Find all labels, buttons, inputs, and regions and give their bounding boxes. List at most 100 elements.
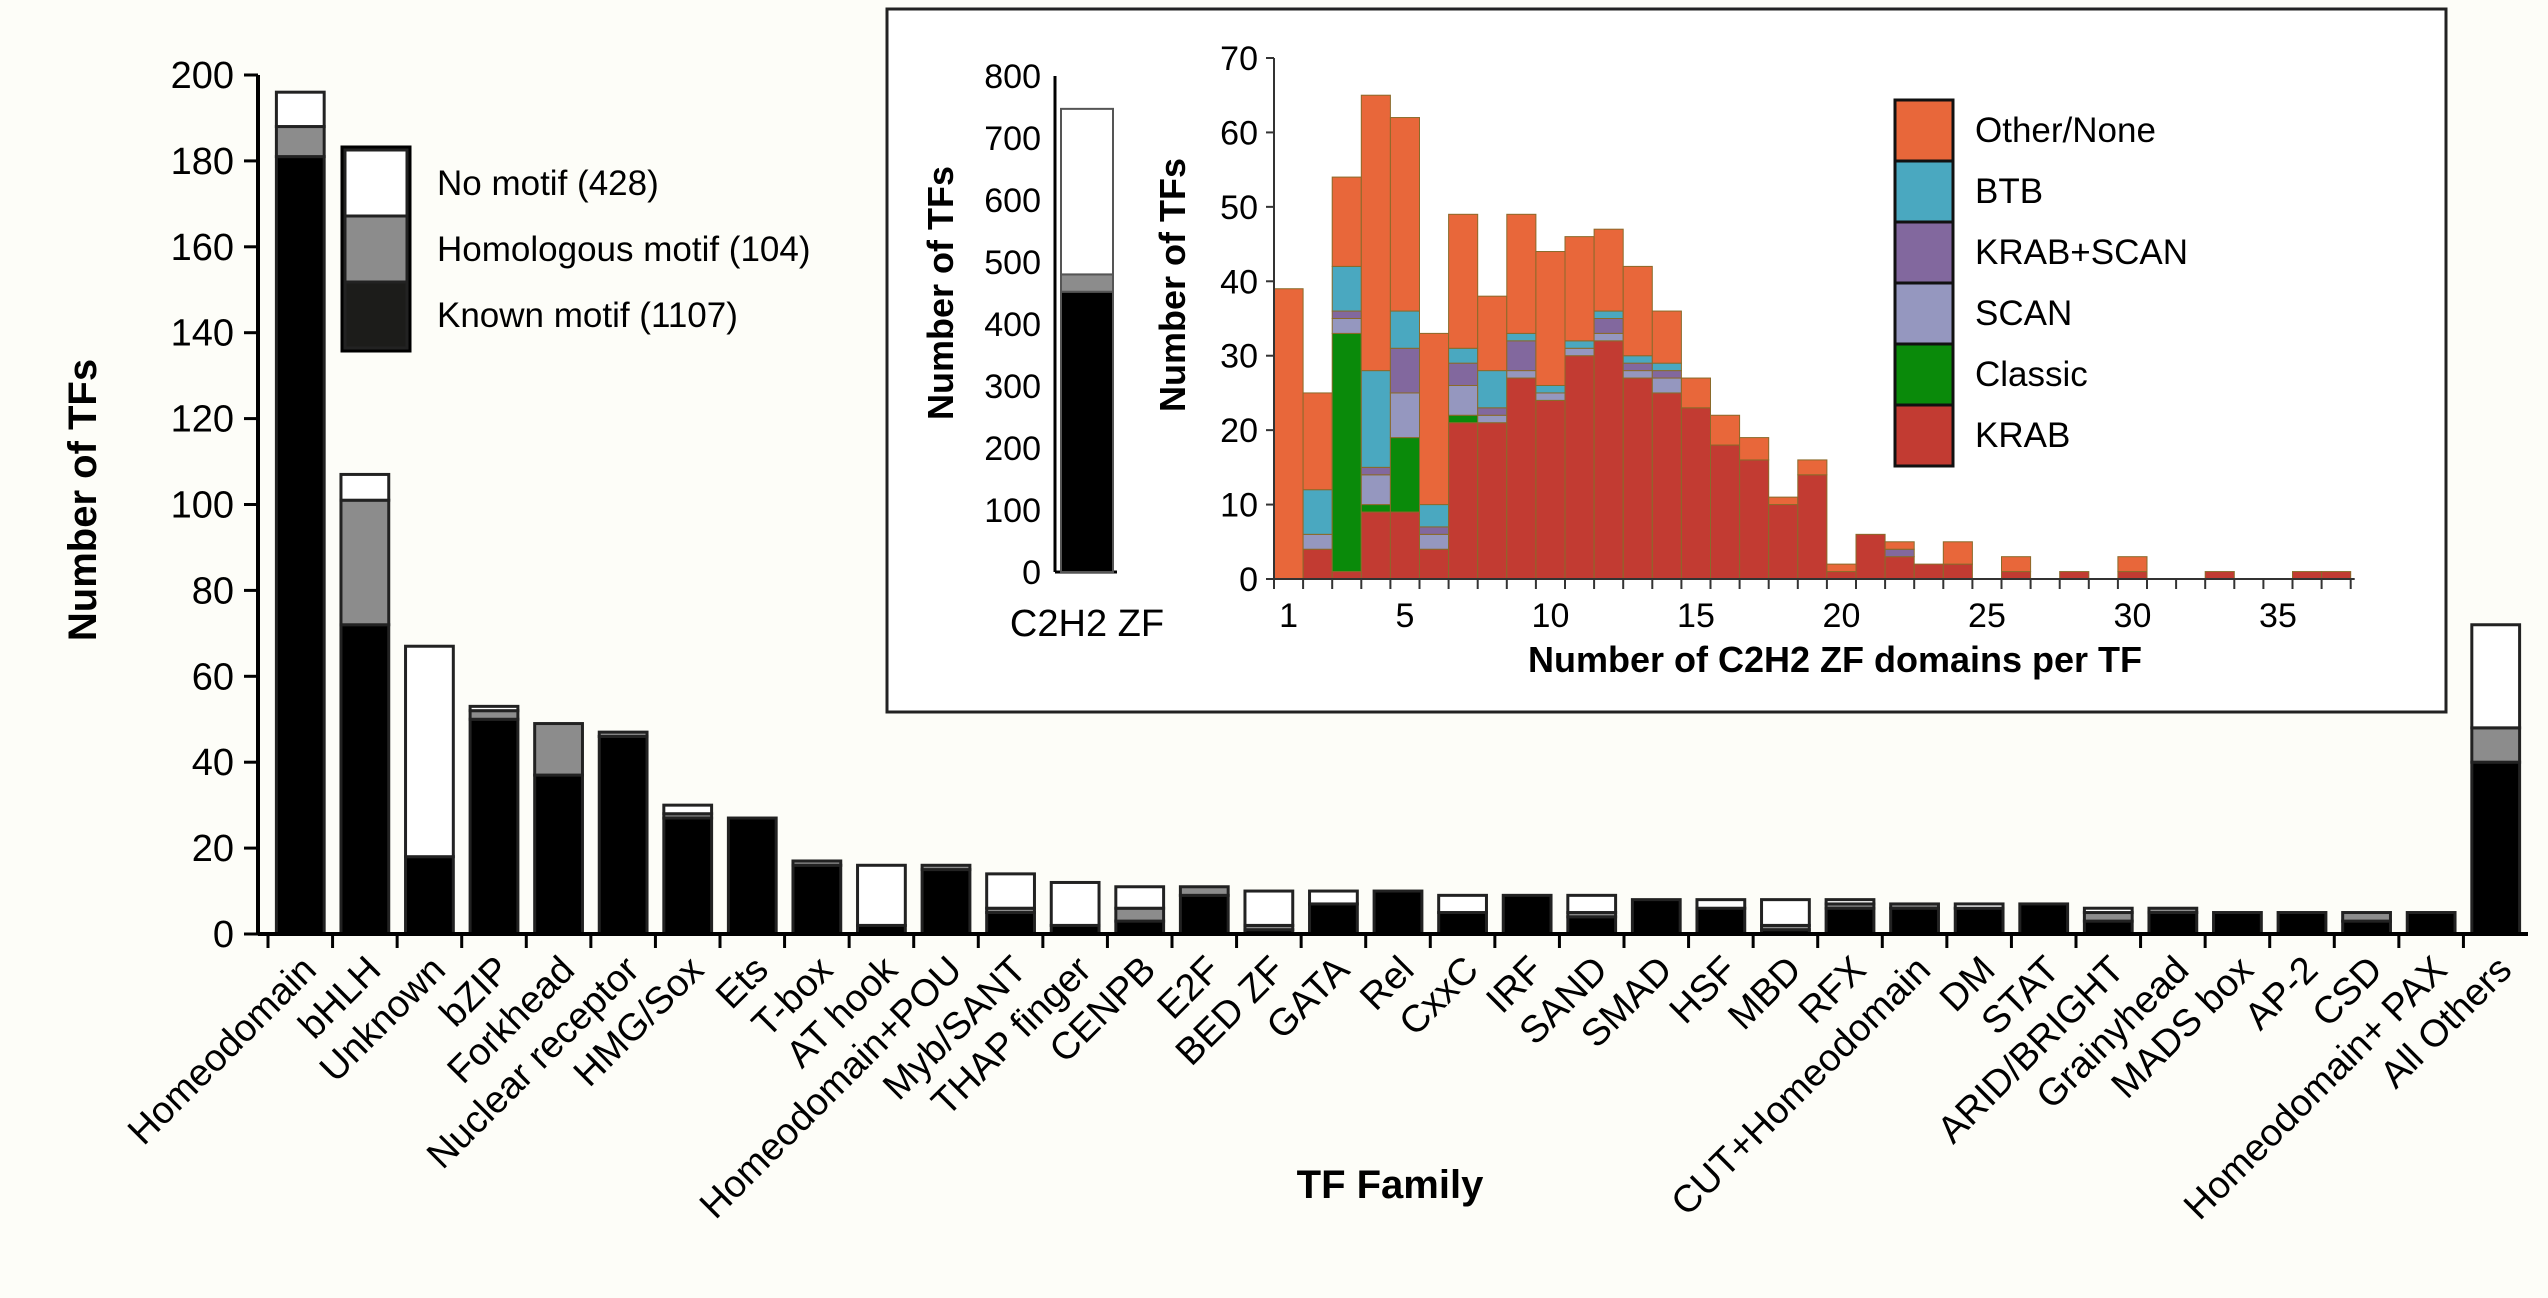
inset-bar-y-tick-label: 100 (984, 492, 1041, 530)
histogram-bar-segment (1535, 392, 1566, 401)
histogram-bar-segment (1448, 384, 1479, 416)
main-bar-segment (339, 498, 391, 627)
main-y-axis: 0 20 40 60 80 100 120 140 160 180 200 (171, 55, 260, 956)
histogram-bar-segment (1360, 466, 1391, 476)
histogram-bar-segment (1884, 548, 1915, 558)
histogram-bar-segment (2204, 571, 2235, 580)
main-bar-segment (726, 816, 778, 936)
histogram-bar-segment (1477, 422, 1508, 580)
inset-hist-x-tick-label: 20 (1823, 597, 1861, 635)
histogram-bar-segment (2001, 556, 2032, 573)
main-bar-segment (985, 911, 1036, 936)
inset-bar-y-tick-label: 300 (984, 368, 1041, 406)
main-y-tick-label: 40 (192, 742, 234, 784)
main-bar-segment (597, 730, 649, 738)
inset-legend-swatch (1893, 342, 1955, 407)
inset-bar-segment (1060, 273, 1114, 293)
histogram-bar-segment (1622, 362, 1653, 372)
main-y-tick-label: 100 (171, 485, 234, 527)
histogram-bar-segment (1477, 407, 1508, 416)
histogram-bar-segment (1389, 392, 1421, 439)
histogram-bar-segment (1419, 533, 1450, 550)
legend-swatch (343, 214, 409, 284)
histogram-bar-segment (1564, 355, 1595, 580)
main-bar-segment (662, 816, 714, 936)
inset-legend-label: BTB (1975, 172, 2043, 211)
inset-hist-x-tick-label: 1 (1279, 597, 1298, 635)
histogram-bar-segment (1389, 437, 1421, 513)
histogram-bar-segment (1884, 541, 1915, 550)
histogram-bar-segment (1302, 548, 1333, 580)
histogram-bar-segment (1331, 571, 1362, 580)
main-bar-segment (791, 859, 843, 867)
main-bar-segment (1501, 893, 1553, 936)
histogram-bar-segment (1622, 370, 1653, 379)
inset-hist-y-tick-label: 20 (1220, 412, 1258, 450)
histogram-bar-segment (1506, 213, 1537, 334)
legend-swatch (343, 280, 409, 350)
inset-hist-y-tick-label: 70 (1220, 40, 1258, 78)
inset-bar-segment (1060, 290, 1114, 573)
main-bar-segment (1308, 889, 1359, 906)
main-bar-segment (2018, 902, 2070, 936)
main-bar-segment (1114, 906, 1166, 923)
main-y-tick-label: 60 (192, 656, 234, 698)
histogram-bar-segment (1535, 399, 1566, 580)
main-bar-segment (920, 863, 972, 872)
histogram-bar-segment (2001, 571, 2032, 580)
inset-legend-label: Classic (1975, 355, 2088, 394)
histogram-bar-segment (1651, 370, 1682, 379)
histogram-bar-segment (1389, 511, 1421, 580)
inset-bar-segment (1060, 107, 1114, 276)
histogram-bar-segment (1564, 340, 1595, 349)
inset-legend-swatch (1893, 220, 1955, 285)
main-bar-segment (1437, 893, 1488, 915)
inset-legend-swatch (1893, 281, 1955, 346)
histogram-bar-segment (1739, 437, 1770, 461)
main-y-tick-label: 200 (171, 55, 234, 97)
inset-bar-y-tick-label: 500 (984, 244, 1041, 282)
inset-c2h2-bar-chart: 0 100 200 300 400 500 600 700 800 (984, 58, 1117, 592)
main-y-tick-label: 120 (171, 399, 234, 441)
main-bar-segment (1889, 906, 1940, 936)
histogram-bar-segment (1651, 392, 1682, 580)
inset-hist-x-tick-label: 25 (1968, 597, 2006, 635)
histogram-bar-segment (1302, 392, 1333, 491)
legend-label: No motif (428) (437, 164, 659, 203)
histogram-bar-segment (1360, 504, 1391, 513)
main-legend: No motif (428) Homologous motif (104) Know… (340, 145, 811, 353)
histogram-bar-segment (1942, 563, 1973, 580)
main-bar-segment (2082, 906, 2134, 915)
histogram-bar-segment (1826, 571, 1857, 580)
histogram-bar-segment (1273, 288, 1304, 580)
main-bar-segment (468, 717, 520, 936)
main-bar-segment (274, 90, 326, 129)
inset-legend-label: KRAB (1975, 416, 2070, 455)
histogram-bar-segment (1506, 377, 1537, 580)
histogram-bar-segment (1302, 489, 1333, 535)
inset-bar-y-tick-label: 200 (984, 430, 1041, 468)
inset-legend: Other/None BTB KRAB+SCAN SCAN Classic KRAB (1893, 98, 2188, 468)
histogram-bar-segment (1622, 377, 1653, 580)
histogram-bar-segment (1506, 340, 1537, 372)
histogram-bar-segment (1506, 332, 1537, 342)
histogram-bar-segment (1855, 533, 1886, 580)
main-bar-segment (1824, 906, 1876, 936)
main-bar-segment (274, 125, 326, 159)
histogram-bar-segment (1448, 362, 1479, 386)
histogram-bar-segment (1680, 407, 1712, 580)
main-bar-segment (274, 155, 326, 936)
histogram-bar-segment (1710, 414, 1741, 446)
main-bar-segment (597, 734, 649, 936)
main-x-tick-label: Homeodomain (120, 949, 324, 1153)
histogram-bar-segment (1593, 340, 1624, 580)
main-bar-segment (1178, 893, 1230, 936)
histogram-bar-segment (1477, 414, 1508, 424)
main-bar-segment (533, 722, 584, 777)
histogram-bar-segment (1389, 347, 1421, 394)
inset-hist-x-tick-label: 10 (1532, 597, 1570, 635)
inset-hist-y-tick-label: 50 (1220, 189, 1258, 227)
main-bar-segment (1178, 885, 1230, 897)
